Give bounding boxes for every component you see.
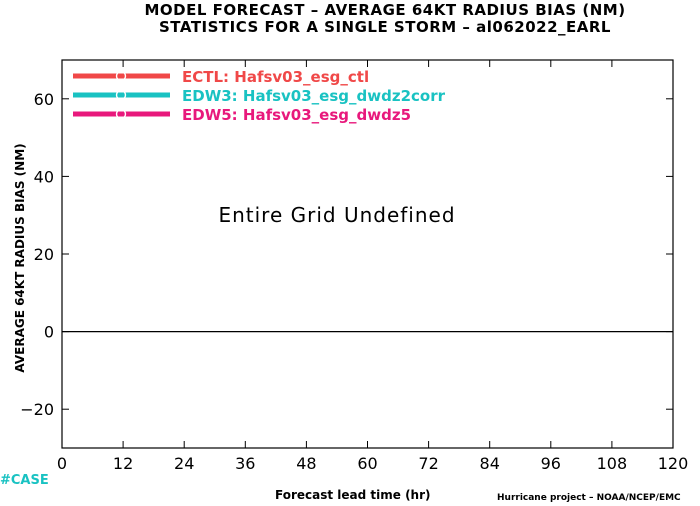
y-tick-label: 0 [44,323,54,342]
x-tick-label: 24 [174,454,194,473]
y-tick-label: 60 [34,90,54,109]
y-tick-label: 40 [34,167,54,186]
undefined-message: Entire Grid Undefined [218,203,455,227]
x-tick-label: 60 [357,454,377,473]
legend-marker [115,89,127,101]
x-tick-label: 96 [541,454,561,473]
y-tick-label: 20 [34,245,54,264]
chart-title: MODEL FORECAST – AVERAGE 64KT RADIUS BIA… [144,1,626,19]
x-tick-label: 120 [658,454,689,473]
x-tick-label: 48 [296,454,316,473]
x-tick-label: 108 [597,454,628,473]
x-tick-label: 84 [480,454,500,473]
credit-text: Hurricane project – NOAA/NCEP/EMC [497,493,681,503]
x-axis-ticks: 0 12 24 36 48 60 72 84 96 108 120 [57,60,688,473]
legend-marker [115,108,127,120]
chart-subtitle: STATISTICS FOR A SINGLE STORM – al062022… [159,18,611,36]
x-tick-label: 36 [235,454,255,473]
legend-label: EDW5: Hafsv03_esg_dwdz5 [182,106,411,124]
legend-marker [115,70,127,82]
x-axis-label: Forecast lead time (hr) [275,488,431,502]
y-tick-label: −20 [20,400,54,419]
x-tick-label: 0 [57,454,67,473]
x-tick-label: 72 [418,454,438,473]
x-tick-label: 12 [113,454,133,473]
y-axis-ticks: −20 0 20 40 60 [20,90,673,419]
y-axis-label: AVERAGE 64KT RADIUS BIAS (NM) [13,143,27,373]
legend-label: EDW3: Hafsv03_esg_dwdz2corr [182,87,446,105]
legend-label: ECTL: Hafsv03_esg_ctl [182,68,369,86]
case-label: #CASE [0,473,49,488]
